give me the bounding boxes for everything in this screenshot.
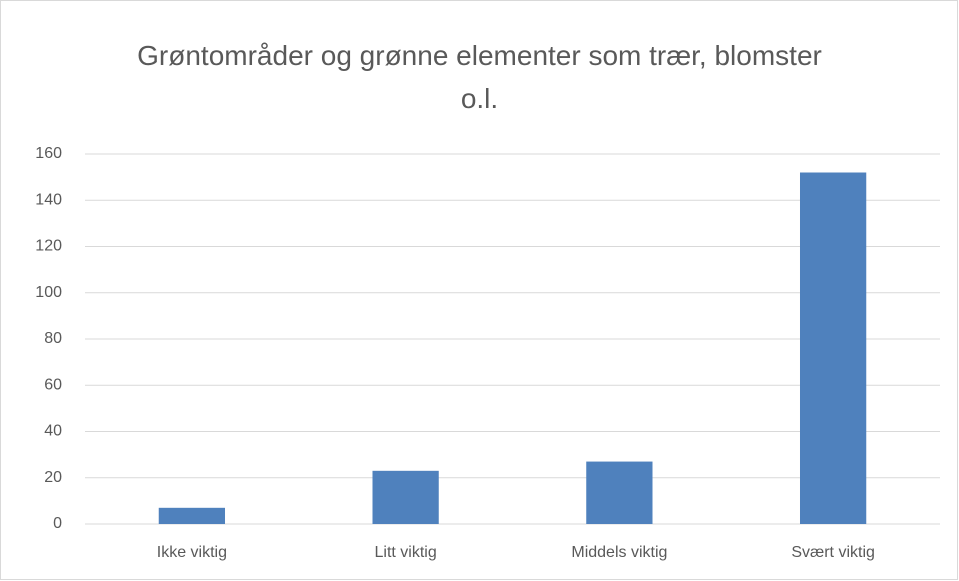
chart-title: Grøntområder og grønne elementer som træ… xyxy=(137,40,822,114)
y-tick-label: 0 xyxy=(53,515,62,532)
y-tick-label: 100 xyxy=(35,284,62,301)
y-tick-label: 120 xyxy=(35,238,62,255)
x-tick-label: Middels viktig xyxy=(571,544,667,561)
x-tick-label: Svært viktig xyxy=(791,544,875,561)
y-tick-label: 60 xyxy=(44,376,62,393)
bar xyxy=(799,172,867,524)
bar xyxy=(158,507,226,524)
y-tick-label: 20 xyxy=(44,469,62,486)
x-tick-label: Litt viktig xyxy=(375,544,437,561)
bar xyxy=(372,470,439,524)
bar xyxy=(586,461,653,524)
y-tick-label: 40 xyxy=(44,423,62,440)
x-tick-label: Ikke viktig xyxy=(157,544,227,561)
y-tick-label: 160 xyxy=(35,145,62,162)
y-tick-label: 140 xyxy=(35,191,62,208)
y-tick-label: 80 xyxy=(44,330,62,347)
